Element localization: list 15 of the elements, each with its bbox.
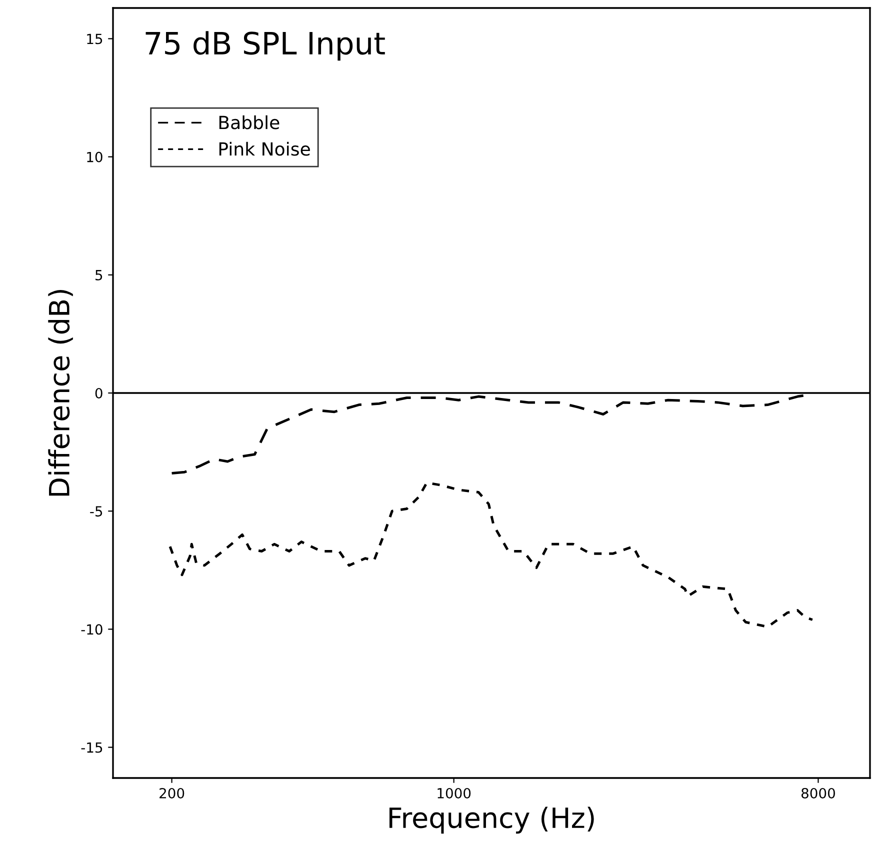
y-tick-label: 10 <box>87 152 102 162</box>
x-tick-label: 200 <box>160 788 184 798</box>
y-axis-title: Difference (dB) <box>48 290 73 496</box>
legend-label: Babble <box>219 115 280 130</box>
y-tick-label: -15 <box>81 742 102 753</box>
y-tick-label: 15 <box>87 34 102 44</box>
legend-label: Pink Noise <box>219 142 310 156</box>
x-tick-label: 8000 <box>801 788 835 798</box>
y-tick-label: -10 <box>81 624 102 635</box>
text: 75 dB SPL Input <box>146 31 385 61</box>
x-axis-title: Frequency (Hz) <box>389 806 594 834</box>
x-tick-label: 1000 <box>438 788 471 798</box>
y-tick-label: -5 <box>90 506 102 517</box>
y-tick-label: 5 <box>96 270 102 280</box>
y-tick-label: 0 <box>95 388 102 398</box>
